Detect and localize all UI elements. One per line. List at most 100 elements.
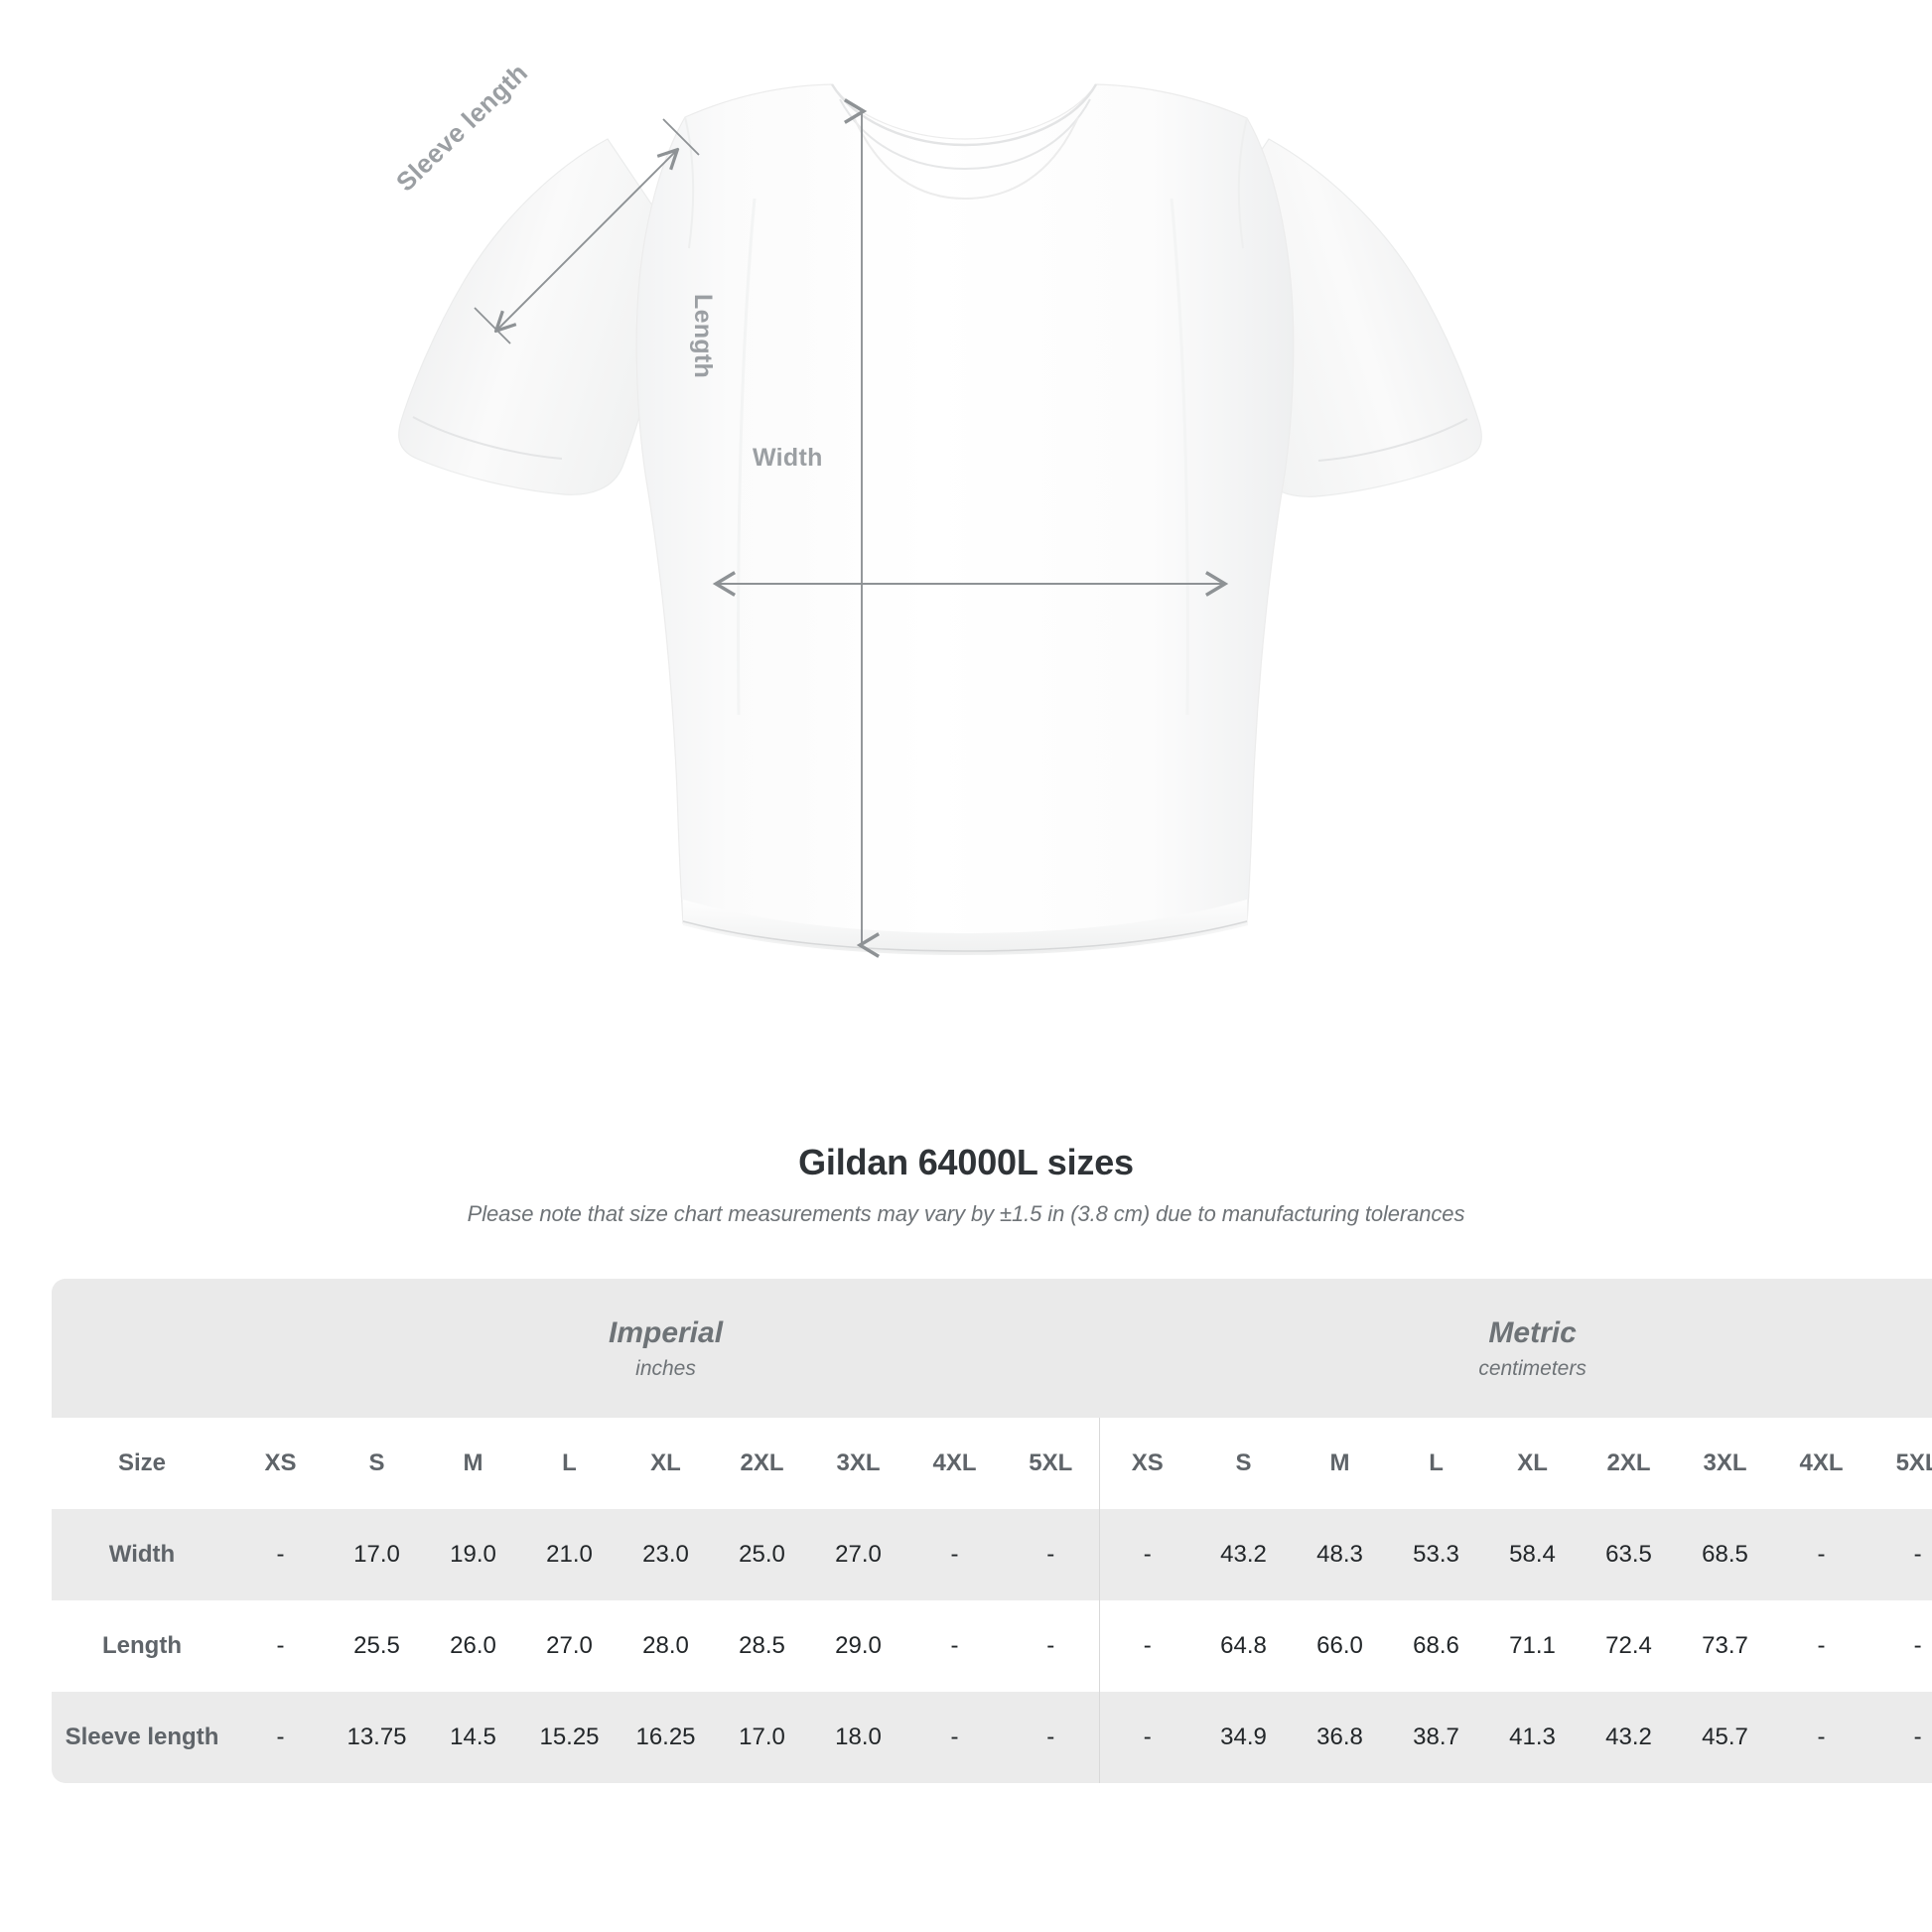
- size-header-metric-xs: XS: [1098, 1418, 1196, 1509]
- size-header-imperial-4xl: 4XL: [906, 1418, 1003, 1509]
- cell-width-metric-xl: 58.4: [1484, 1509, 1582, 1600]
- page-title: Gildan 64000L sizes: [798, 1142, 1134, 1182]
- cell-length-imperial-xs: -: [232, 1600, 329, 1692]
- row-label-length: Length: [52, 1600, 232, 1692]
- cell-width-imperial-xl: 23.0: [618, 1509, 714, 1600]
- cell-length-metric-5xl: -: [1869, 1600, 1932, 1692]
- left-shoulder-seam: [684, 116, 695, 249]
- cell-sleeve-imperial-xs: -: [232, 1692, 329, 1783]
- cell-length-metric-2xl: 72.4: [1581, 1600, 1678, 1692]
- cell-width-imperial-4xl: -: [906, 1509, 1003, 1600]
- cell-width-imperial-m: 19.0: [425, 1509, 521, 1600]
- cell-sleeve-imperial-l: 15.25: [521, 1692, 618, 1783]
- size-header-imperial-xs: XS: [232, 1418, 329, 1509]
- sleeve-arrow-endcap-lower: [474, 307, 511, 345]
- tshirt-illustration: [398, 83, 1482, 958]
- cell-width-metric-l: 53.3: [1388, 1509, 1485, 1600]
- cell-length-metric-4xl: -: [1773, 1600, 1870, 1692]
- size-header-metric-l: L: [1388, 1418, 1485, 1509]
- shirt-body: [635, 83, 1295, 954]
- width-label: Width: [753, 444, 823, 472]
- cell-sleeve-imperial-3xl: 18.0: [810, 1692, 906, 1783]
- size-header-metric-xl: XL: [1484, 1418, 1582, 1509]
- cell-width-imperial-s: 17.0: [329, 1509, 425, 1600]
- cell-sleeve-metric-3xl: 45.7: [1677, 1692, 1774, 1783]
- fold-left: [737, 198, 757, 716]
- cell-sleeve-metric-xs: -: [1098, 1692, 1196, 1783]
- size-header-imperial-l: L: [521, 1418, 618, 1509]
- imperial-unit-name: Imperial: [608, 1315, 724, 1349]
- cell-length-metric-xl: 71.1: [1484, 1600, 1582, 1692]
- cell-sleeve-imperial-2xl: 17.0: [714, 1692, 810, 1783]
- unit-header-row: Imperial inches Metric centimeters: [52, 1279, 1932, 1418]
- row-label-sleeve-length: Sleeve length: [52, 1692, 232, 1783]
- cell-width-metric-xs: -: [1098, 1509, 1196, 1600]
- size-header-imperial-2xl: 2XL: [714, 1418, 810, 1509]
- size-header-metric-5xl: 5XL: [1869, 1418, 1932, 1509]
- size-header-metric-2xl: 2XL: [1581, 1418, 1678, 1509]
- cell-length-imperial-5xl: -: [1003, 1600, 1100, 1692]
- cell-sleeve-imperial-s: 13.75: [329, 1692, 425, 1783]
- size-header-imperial-3xl: 3XL: [810, 1418, 906, 1509]
- row-label-width: Width: [52, 1509, 232, 1600]
- metric-unit-name: Metric: [1488, 1315, 1577, 1349]
- tshirt-measurement-diagram: Sleeve length Length Width: [390, 58, 1482, 958]
- cell-width-imperial-xs: -: [232, 1509, 329, 1600]
- cell-width-imperial-3xl: 27.0: [810, 1509, 906, 1600]
- unit-spacer-cell: [52, 1279, 232, 1418]
- cell-length-metric-s: 64.8: [1195, 1600, 1293, 1692]
- sleeve-arrow-endcap-upper: [662, 118, 700, 156]
- right-shoulder-seam: [1237, 117, 1248, 249]
- size-header-metric-m: M: [1292, 1418, 1389, 1509]
- cell-sleeve-metric-5xl: -: [1869, 1692, 1932, 1783]
- shirt-hem: [683, 899, 1248, 955]
- table-row: Sleeve length - 13.75 14.5 15.25 16.25 1…: [52, 1692, 1932, 1783]
- collar-inner: [853, 116, 1079, 201]
- size-header-metric-3xl: 3XL: [1677, 1418, 1774, 1509]
- cell-width-metric-m: 48.3: [1292, 1509, 1389, 1600]
- length-label: Length: [689, 294, 717, 379]
- cell-sleeve-imperial-m: 14.5: [425, 1692, 521, 1783]
- table-row: Width - 17.0 19.0 21.0 23.0 25.0 27.0 - …: [52, 1509, 1932, 1600]
- cell-length-imperial-4xl: -: [906, 1600, 1003, 1692]
- cell-length-imperial-s: 25.5: [329, 1600, 425, 1692]
- cell-length-imperial-l: 27.0: [521, 1600, 618, 1692]
- cell-sleeve-metric-2xl: 43.2: [1581, 1692, 1678, 1783]
- size-header-imperial-s: S: [329, 1418, 425, 1509]
- left-sleeve-hem: [412, 416, 563, 460]
- cell-length-imperial-m: 26.0: [425, 1600, 521, 1692]
- cell-sleeve-metric-4xl: -: [1773, 1692, 1870, 1783]
- fold-right: [1170, 198, 1189, 716]
- cell-sleeve-metric-m: 36.8: [1292, 1692, 1389, 1783]
- cell-width-metric-4xl: -: [1773, 1509, 1870, 1600]
- cell-sleeve-imperial-5xl: -: [1003, 1692, 1100, 1783]
- tolerance-note: Please note that size chart measurements…: [467, 1201, 1465, 1226]
- size-header-imperial-xl: XL: [618, 1418, 714, 1509]
- size-chart-table-wrapper: Imperial inches Metric centimeters Size …: [52, 1279, 1932, 1783]
- cell-sleeve-metric-xl: 41.3: [1484, 1692, 1582, 1783]
- cell-width-metric-3xl: 68.5: [1677, 1509, 1774, 1600]
- cell-width-metric-2xl: 63.5: [1581, 1509, 1678, 1600]
- cell-sleeve-metric-s: 34.9: [1195, 1692, 1293, 1783]
- size-header-label: Size: [52, 1418, 232, 1509]
- size-chart-table: Imperial inches Metric centimeters Size …: [52, 1279, 1932, 1783]
- cell-length-imperial-3xl: 29.0: [810, 1600, 906, 1692]
- size-header-row: Size XS S M L XL 2XL 3XL 4XL 5XL XS S M …: [52, 1418, 1932, 1509]
- cell-length-metric-xs: -: [1098, 1600, 1196, 1692]
- imperial-unit-cell: Imperial inches: [232, 1279, 1100, 1418]
- cell-length-imperial-2xl: 28.5: [714, 1600, 810, 1692]
- size-header-metric-s: S: [1195, 1418, 1293, 1509]
- cell-width-imperial-l: 21.0: [521, 1509, 618, 1600]
- cell-width-imperial-5xl: -: [1003, 1509, 1100, 1600]
- cell-sleeve-imperial-xl: 16.25: [618, 1692, 714, 1783]
- table-row: Length - 25.5 26.0 27.0 28.0 28.5 29.0 -…: [52, 1600, 1932, 1692]
- right-sleeve-hem: [1317, 418, 1468, 462]
- sleeve-length-arrow: [497, 151, 676, 330]
- cell-width-imperial-2xl: 25.0: [714, 1509, 810, 1600]
- cell-width-metric-s: 43.2: [1195, 1509, 1293, 1600]
- cell-length-metric-l: 68.6: [1388, 1600, 1485, 1692]
- imperial-unit-sub: inches: [635, 1356, 696, 1380]
- cell-sleeve-metric-l: 38.7: [1388, 1692, 1485, 1783]
- cell-width-metric-5xl: -: [1869, 1509, 1932, 1600]
- hem-line: [682, 920, 1248, 952]
